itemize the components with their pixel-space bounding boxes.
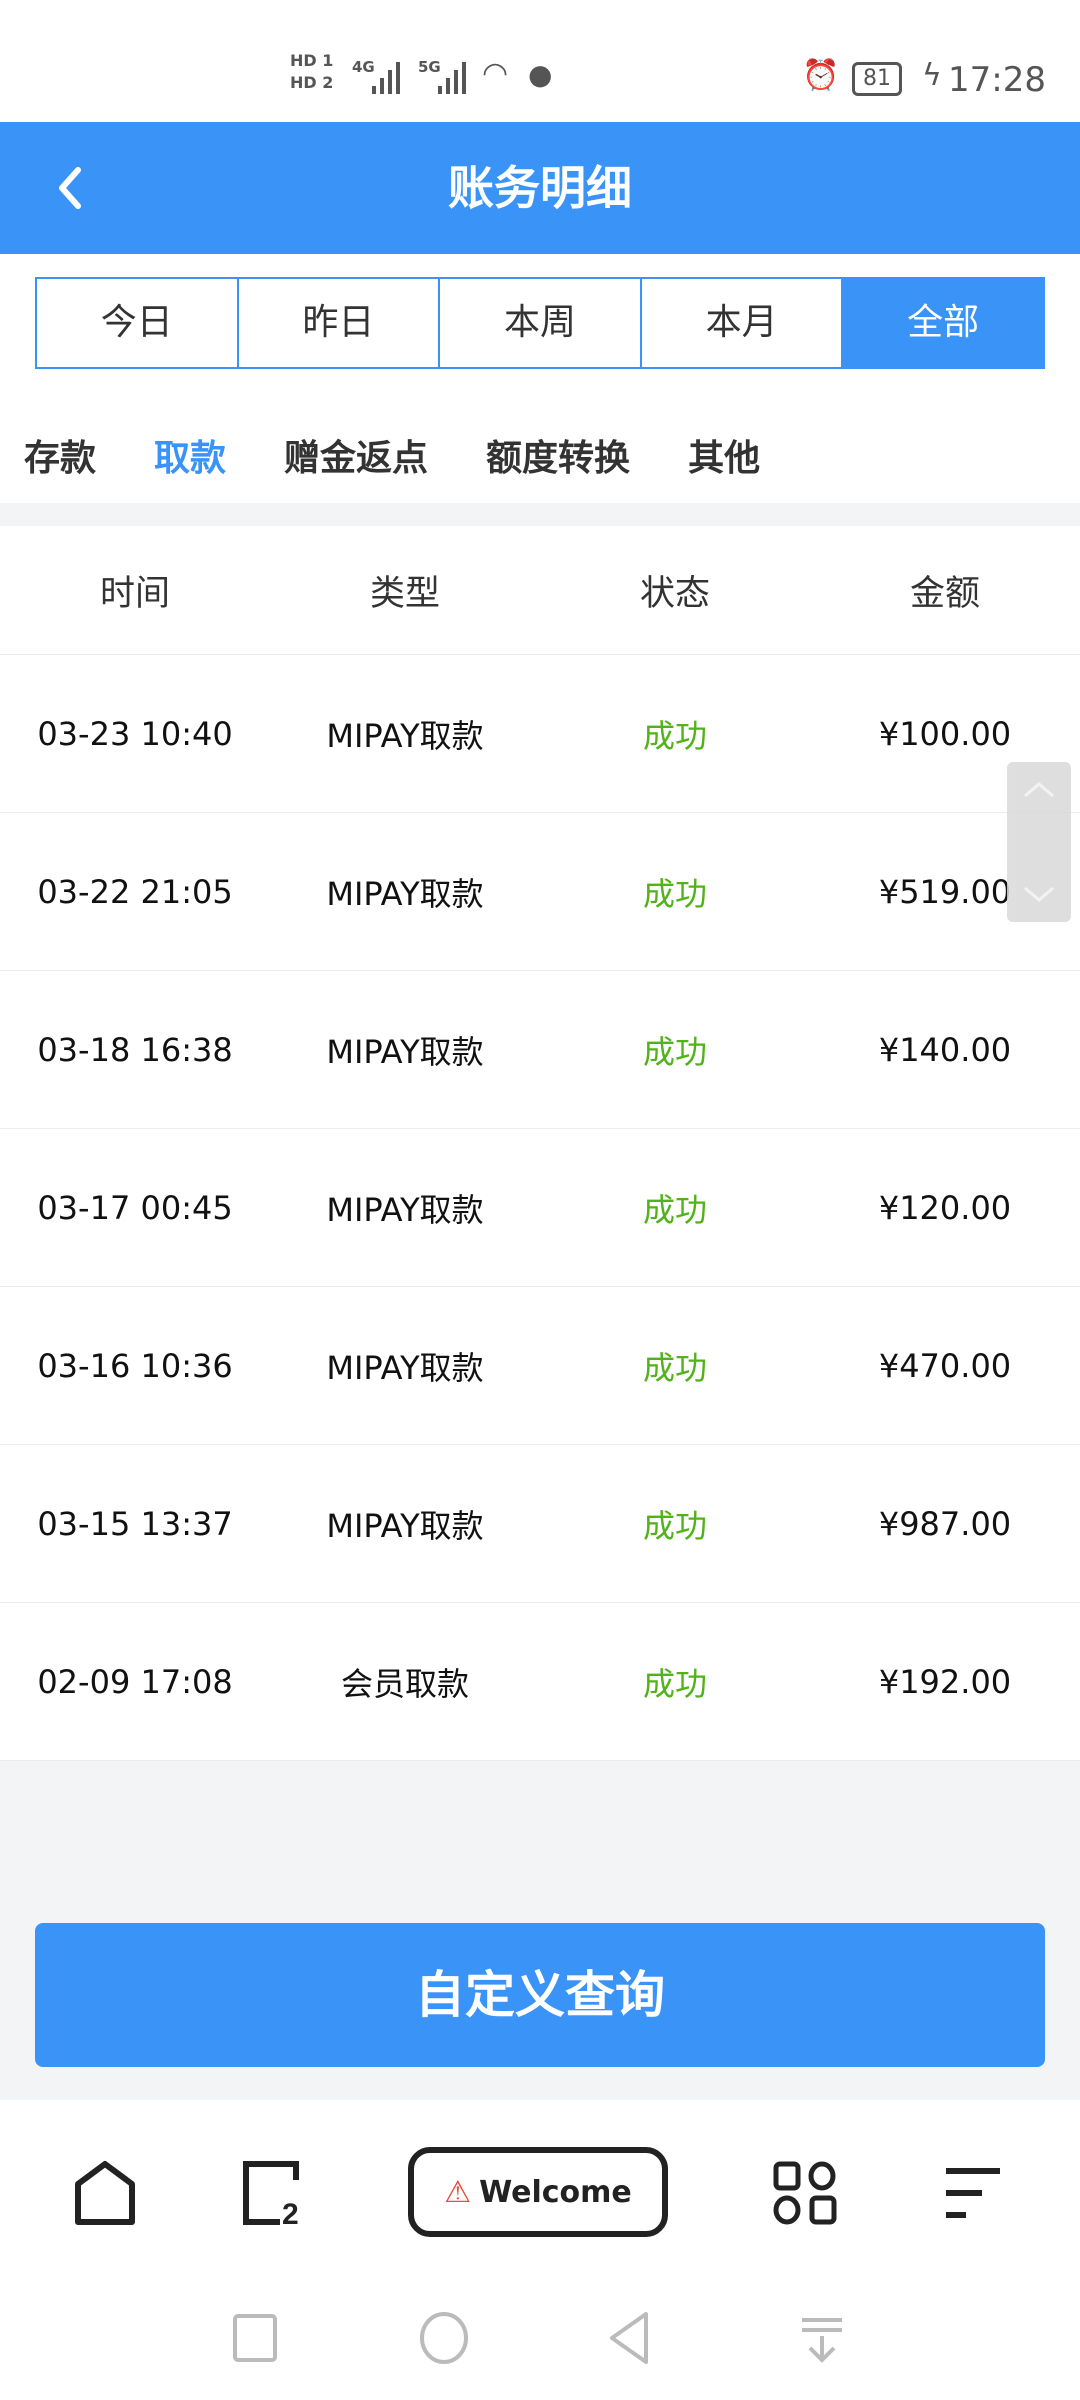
- status-bar: HD 1 HD 2 4G 5G ◠ ● ⏰ 81 ϟ 17:28: [0, 0, 1080, 122]
- cell-amount: ¥470.00: [878, 1346, 1012, 1385]
- welcome-label: Welcome: [479, 2174, 632, 2210]
- signal-icon: [438, 62, 466, 94]
- welcome-button[interactable]: ⚠ Welcome: [408, 2147, 668, 2237]
- home-icon[interactable]: [72, 2160, 138, 2226]
- page-title: 账务明细: [448, 161, 632, 215]
- sim-indicators: HD 1 HD 2: [290, 51, 334, 92]
- system-back-icon[interactable]: [608, 2310, 652, 2366]
- tab-other[interactable]: 其他: [688, 438, 761, 479]
- cell-amount: ¥519.00: [878, 872, 1012, 911]
- table-row[interactable]: 03-23 10:40 MIPAY取款 成功 ¥100.00: [0, 655, 1080, 813]
- cell-time: 02-09 17:08: [37, 1662, 233, 1701]
- period-tabs: 今日 昨日 本周 本月 全部: [35, 277, 1045, 369]
- scroll-widget[interactable]: [1007, 762, 1071, 922]
- wechat-icon: ●: [528, 58, 553, 91]
- header-type: 类型: [369, 573, 440, 614]
- cell-amount: ¥140.00: [878, 1030, 1012, 1069]
- back-button[interactable]: [44, 160, 100, 216]
- cell-status: 成功: [642, 1348, 707, 1387]
- cell-amount: ¥987.00: [878, 1504, 1012, 1543]
- cell-type: MIPAY取款: [326, 716, 484, 755]
- cell-status: 成功: [642, 1506, 707, 1545]
- cell-time: 03-18 16:38: [37, 1030, 233, 1069]
- wifi-icon: ◠: [482, 56, 509, 91]
- cell-type: MIPAY取款: [326, 1032, 484, 1071]
- tab-transfer[interactable]: 额度转换: [486, 438, 631, 479]
- cell-status: 成功: [642, 874, 707, 913]
- tab-this-month[interactable]: 本月: [642, 279, 844, 367]
- menu-icon[interactable]: [944, 2166, 1004, 2222]
- custom-query-button[interactable]: 自定义查询: [35, 1923, 1045, 2067]
- cell-status: 成功: [642, 716, 707, 755]
- cell-status: 成功: [642, 1032, 707, 1071]
- cell-time: 03-22 21:05: [37, 872, 233, 911]
- tab-bonus-rebate[interactable]: 赠金返点: [284, 438, 429, 479]
- table-row[interactable]: 03-22 21:05 MIPAY取款 成功 ¥519.00: [0, 813, 1080, 971]
- app-header: 账务明细: [0, 122, 1080, 254]
- header-status: 状态: [639, 573, 710, 614]
- tab-deposit[interactable]: 存款: [24, 438, 97, 479]
- tab-this-week[interactable]: 本周: [440, 279, 642, 367]
- alarm-icon: ⏰: [802, 58, 840, 93]
- table-row[interactable]: 03-18 16:38 MIPAY取款 成功 ¥140.00: [0, 971, 1080, 1129]
- cell-type: MIPAY取款: [326, 1348, 484, 1387]
- cell-type: MIPAY取款: [326, 1190, 484, 1229]
- tab-withdraw[interactable]: 取款: [154, 438, 227, 479]
- cell-time: 03-17 00:45: [37, 1188, 233, 1227]
- browser-nav: 2 ⚠ Welcome: [0, 2100, 1080, 2400]
- cell-status: 成功: [642, 1664, 707, 1703]
- transactions-table: 时间 类型 状态 金额 03-23 10:40 MIPAY取款 成功 ¥100.00 0…: [0, 526, 1080, 1761]
- table-row[interactable]: 03-17 00:45 MIPAY取款 成功 ¥120.00: [0, 1129, 1080, 1287]
- cell-time: 03-15 13:37: [37, 1504, 233, 1543]
- tab-all[interactable]: 全部: [843, 279, 1043, 367]
- cell-type: 会员取款: [340, 1664, 469, 1703]
- cell-type: MIPAY取款: [326, 1506, 484, 1545]
- header-time: 时间: [99, 573, 170, 614]
- table-row[interactable]: 03-15 13:37 MIPAY取款 成功 ¥987.00: [0, 1445, 1080, 1603]
- table-header: 时间 类型 状态 金额: [0, 526, 1080, 655]
- category-tabs: 存款 取款 赠金返点 额度转换 其他: [24, 429, 818, 481]
- cell-amount: ¥120.00: [878, 1188, 1012, 1227]
- filter-panel: 今日 昨日 本周 本月 全部 存款 取款 赠金返点 额度转换 其他: [0, 254, 1080, 503]
- table-row[interactable]: 02-09 17:08 会员取款 成功 ¥192.00: [0, 1603, 1080, 1761]
- cell-time: 03-23 10:40: [37, 714, 233, 753]
- cell-type: MIPAY取款: [326, 874, 484, 913]
- system-home-icon[interactable]: [418, 2310, 470, 2366]
- cell-amount: ¥100.00: [878, 714, 1012, 753]
- charging-icon: ϟ: [922, 58, 942, 93]
- header-amount: 金额: [909, 573, 980, 614]
- svg-text:2: 2: [282, 2198, 299, 2226]
- notification-pulldown-icon[interactable]: [798, 2316, 846, 2366]
- battery-indicator: 81: [852, 62, 902, 96]
- tab-yesterday[interactable]: 昨日: [239, 279, 441, 367]
- network-4g: 4G: [352, 58, 375, 76]
- cell-time: 03-16 10:36: [37, 1346, 233, 1385]
- cell-status: 成功: [642, 1190, 707, 1229]
- clock: 17:28: [948, 60, 1046, 100]
- cell-amount: ¥192.00: [878, 1662, 1012, 1701]
- table-row[interactable]: 03-16 10:36 MIPAY取款 成功 ¥470.00: [0, 1287, 1080, 1445]
- warning-icon: ⚠: [444, 2174, 472, 2210]
- tab-today[interactable]: 今日: [37, 279, 239, 367]
- tabs-icon[interactable]: 2: [240, 2160, 306, 2226]
- signal-icon: [372, 62, 400, 94]
- recents-icon[interactable]: [232, 2312, 280, 2364]
- network-5g: 5G: [418, 58, 441, 76]
- scroll-arrows-icon: [1024, 782, 1054, 902]
- apps-icon[interactable]: [772, 2160, 838, 2226]
